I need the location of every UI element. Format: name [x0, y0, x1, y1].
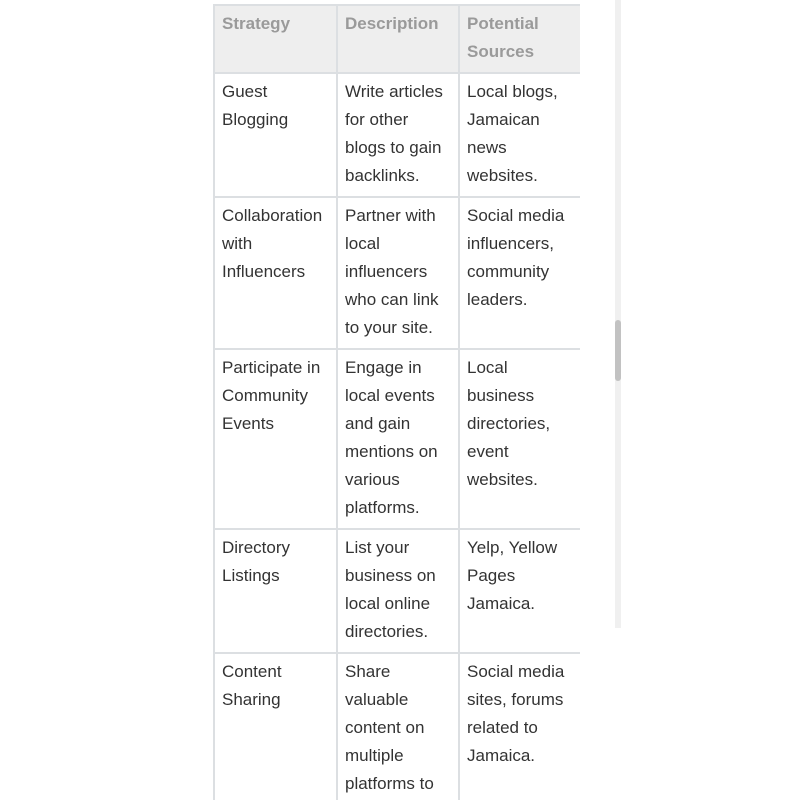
cell-description: Write articles for other blogs to gain b…: [336, 72, 460, 198]
cell-sources: Local business directories, event websit…: [458, 348, 580, 530]
table-row: Guest Blogging Write articles for other …: [213, 72, 580, 198]
cell-strategy: Collaboration with Influencers: [213, 196, 338, 350]
table-row: Collaboration with Influencers Partner w…: [213, 196, 580, 350]
cell-description: Partner with local influencers who can l…: [336, 196, 460, 350]
vertical-scrollbar[interactable]: [615, 0, 621, 628]
cell-sources: Social media sites, forums related to Ja…: [458, 652, 580, 800]
cell-strategy: Guest Blogging: [213, 72, 338, 198]
cell-description: Share valuable content on multiple platf…: [336, 652, 460, 800]
cell-sources: Yelp, Yellow Pages Jamaica.: [458, 528, 580, 654]
cell-sources: Social media influencers, community lead…: [458, 196, 580, 350]
cell-strategy: Directory Listings: [213, 528, 338, 654]
header-description: Description: [336, 4, 460, 74]
cell-sources: Local blogs, Jamaican news websites.: [458, 72, 580, 198]
table-header-row: Strategy Description Potential Sources: [213, 4, 580, 74]
strategy-table: Strategy Description Potential Sources G…: [213, 4, 580, 800]
cell-description: Engage in local events and gain mentions…: [336, 348, 460, 530]
header-strategy: Strategy: [213, 4, 338, 74]
cell-description: List your business on local online direc…: [336, 528, 460, 654]
table-row: Directory Listings List your business on…: [213, 528, 580, 654]
table-row: Participate in Community Events Engage i…: [213, 348, 580, 530]
table-row: Content Sharing Share valuable content o…: [213, 652, 580, 800]
scrollbar-thumb[interactable]: [615, 320, 621, 381]
header-potential-sources: Potential Sources: [458, 4, 580, 74]
cell-strategy: Participate in Community Events: [213, 348, 338, 530]
strategy-table-container: Strategy Description Potential Sources G…: [213, 4, 580, 800]
cell-strategy: Content Sharing: [213, 652, 338, 800]
